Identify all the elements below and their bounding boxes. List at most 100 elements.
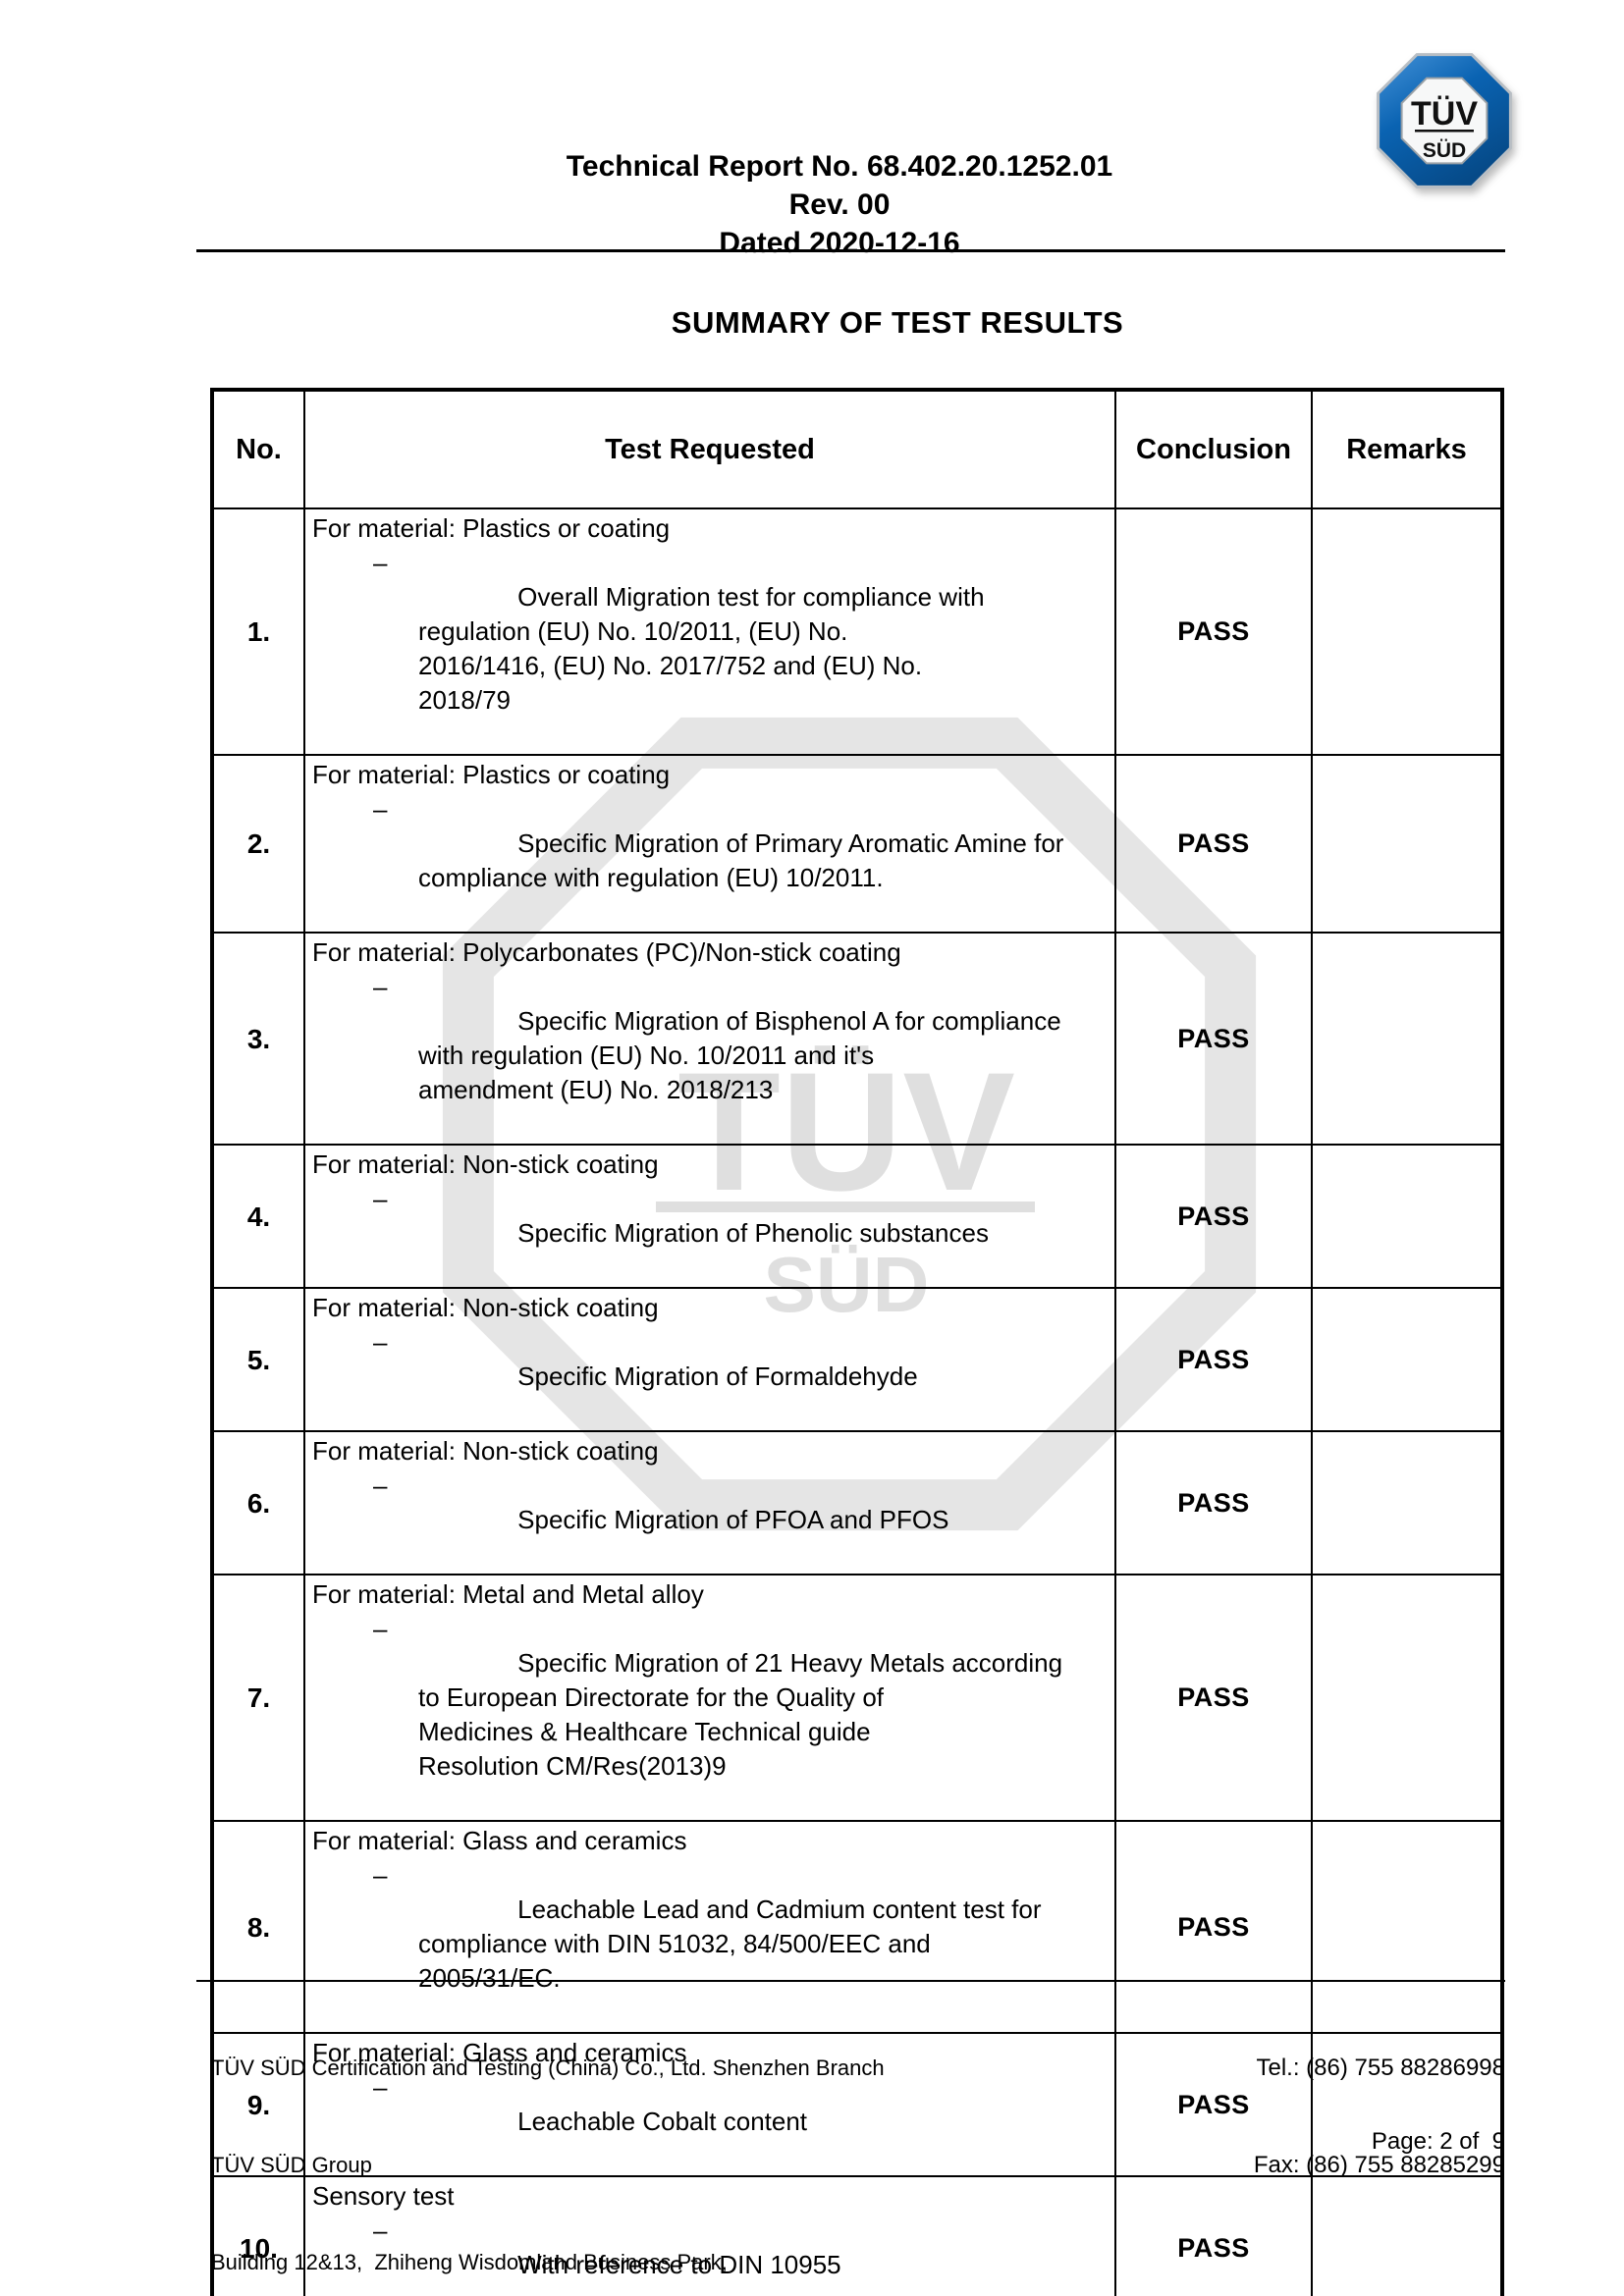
tuv-sud-logo-icon: TÜV SÜD [1377, 53, 1512, 188]
summary-table-container: No. Test Requested Conclusion Remarks 1.… [210, 388, 1504, 2296]
report-header: Technical Report No. 68.402.20.1252.01 R… [196, 147, 1483, 262]
column-header-no: No. [211, 389, 305, 509]
material-line: For material: Non-stick coating [312, 1293, 659, 1322]
row-number: 10. [211, 2175, 305, 2296]
remarks-cell [1311, 507, 1503, 756]
test-detail-text: Overall Migration test for compliance wi… [418, 582, 985, 715]
footer-company-line: TÜV SÜD Certification and Testing (China… [211, 2056, 885, 2080]
page-title: SUMMARY OF TEST RESULTS [671, 305, 1124, 340]
table-row: 8. For material: Glass and ceramics – Lea… [211, 1820, 1503, 2034]
test-requested-cell: For material: Non-stick coating – Specifi… [303, 1287, 1116, 1432]
conclusion-cell: PASS [1114, 1820, 1313, 2034]
footer-fax: Fax: (86) 755 88285299 [1253, 2152, 1505, 2178]
remarks-cell [1311, 2032, 1503, 2177]
test-detail: – Specific Migration of PFOA and PFOS [312, 1468, 1105, 1572]
column-header-remarks: Remarks [1311, 389, 1503, 509]
table-row: 7. For material: Metal and Metal alloy –… [211, 1574, 1503, 1822]
material-line: Sensory test [312, 2181, 455, 2211]
remarks-cell [1311, 932, 1503, 1146]
row-number: 8. [211, 1820, 305, 2034]
test-requested-cell: For material: Glass and ceramics – Leacha… [303, 1820, 1116, 2034]
row-number: 4. [211, 1144, 305, 1289]
test-detail: – Specific Migration of Primary Aromatic … [312, 792, 1105, 930]
page-number: Page: 2 of 9 [1371, 2128, 1505, 2155]
row-number: 2. [211, 754, 305, 934]
table-row: 9. For material: Glass and ceramics – Lea… [211, 2032, 1503, 2177]
conclusion-cell: PASS [1114, 2175, 1313, 2296]
table-row: 3. For material: Polycarbonates (PC)/Non… [211, 932, 1503, 1146]
table-header-row: No. Test Requested Conclusion Remarks [211, 389, 1503, 509]
remarks-cell [1311, 754, 1503, 934]
remarks-cell [1311, 1574, 1503, 1822]
material-line: For material: Plastics or coating [312, 760, 671, 789]
footer-divider-rule [196, 1980, 1505, 1982]
test-detail: – Specific Migration of Formaldehyde [312, 1325, 1105, 1428]
conclusion-cell: PASS [1114, 507, 1313, 756]
material-line: For material: Glass and ceramics [312, 1826, 687, 1855]
footer-tel: Tel.: (86) 755 88286998 [1256, 2055, 1505, 2081]
report-number: Technical Report No. 68.402.20.1252.01 [566, 150, 1113, 183]
conclusion-cell: PASS [1114, 754, 1313, 934]
table-row: 4. For material: Non-stick coating – Spec… [211, 1144, 1503, 1289]
table-row: 2. For material: Plastics or coating – Sp… [211, 754, 1503, 934]
conclusion-cell: PASS [1114, 932, 1313, 1146]
remarks-cell [1311, 1430, 1503, 1575]
material-line: For material: Non-stick coating [312, 1436, 659, 1466]
dash-bullet: – [373, 2072, 388, 2102]
test-detail-text: Specific Migration of 21 Heavy Metals ac… [418, 1648, 1063, 1781]
footer-group-line: TÜV SÜD Group [211, 2153, 372, 2177]
dash-bullet: – [373, 1470, 388, 1500]
header-divider-rule [196, 249, 1505, 252]
table-row: 1. For material: Plastics or coating – Ov… [211, 507, 1503, 756]
logo-tuv-text: TÜV [1411, 95, 1478, 133]
test-detail: – Specific Migration of 21 Heavy Metals a… [312, 1612, 1105, 1818]
test-requested-cell: For material: Polycarbonates (PC)/Non-st… [303, 932, 1116, 1146]
row-number: 1. [211, 507, 305, 756]
material-line: For material: Plastics or coating [312, 513, 671, 543]
row-number: 5. [211, 1287, 305, 1432]
row-number: 7. [211, 1574, 305, 1822]
dash-bullet: – [373, 1327, 388, 1357]
test-detail: – Overall Migration test for compliance w… [312, 546, 1105, 752]
remarks-cell [1311, 2175, 1503, 2296]
dash-bullet: – [373, 1184, 388, 1213]
test-detail-text: Specific Migration of PFOA and PFOS [517, 1505, 949, 1534]
test-requested-cell: For material: Plastics or coating – Speci… [303, 754, 1116, 934]
test-requested-cell: For material: Non-stick coating – Specifi… [303, 1144, 1116, 1289]
remarks-cell [1311, 1820, 1503, 2034]
table-row: 10. Sensory test – With reference to DIN … [211, 2175, 1503, 2296]
test-requested-cell: For material: Metal and Metal alloy – Spe… [303, 1574, 1116, 1822]
row-number: 9. [211, 2032, 305, 2177]
remarks-cell [1311, 1287, 1503, 1432]
conclusion-cell: PASS [1114, 1430, 1313, 1575]
table-row: 5. For material: Non-stick coating – Spec… [211, 1287, 1503, 1432]
footer-building-line: Building 12&13, Zhiheng Wisdomland Busin… [211, 2250, 728, 2274]
conclusion-cell: PASS [1114, 1287, 1313, 1432]
dash-bullet: – [373, 972, 388, 1001]
test-detail: – With reference to DIN 10955 [312, 2214, 1105, 2296]
test-detail-text: Specific Migration of Formaldehyde [517, 1362, 918, 1391]
test-detail-text: Specific Migration of Primary Aromatic A… [418, 828, 1064, 892]
material-line: For material: Polycarbonates (PC)/Non-st… [312, 937, 901, 967]
test-requested-cell: For material: Non-stick coating – Specifi… [303, 1430, 1116, 1575]
material-line: For material: Metal and Metal alloy [312, 1579, 704, 1609]
dash-bullet: – [373, 1614, 388, 1643]
column-header-conclusion: Conclusion [1114, 389, 1313, 509]
logo-divider [1415, 130, 1474, 133]
footer-address-block: TÜV SÜD Certification and Testing (China… [211, 1987, 885, 2296]
logo-sud-text: SÜD [1423, 139, 1466, 162]
conclusion-cell: PASS [1114, 1144, 1313, 1289]
test-detail: – Specific Migration of Phenolic substanc… [312, 1182, 1105, 1285]
dash-bullet: – [373, 794, 388, 824]
column-header-test-requested: Test Requested [303, 389, 1116, 509]
summary-of-test-results-table: No. Test Requested Conclusion Remarks 1.… [210, 388, 1504, 2296]
dash-bullet: – [373, 548, 388, 577]
test-detail: – Leachable Cobalt content [312, 2070, 1105, 2173]
test-detail: – Specific Migration of Bisphenol A for c… [312, 970, 1105, 1142]
report-revision: Rev. 00 [788, 188, 891, 221]
row-number: 6. [211, 1430, 305, 1575]
dash-bullet: – [373, 2216, 388, 2245]
material-line: For material: Glass and ceramics [312, 2038, 687, 2067]
conclusion-cell: PASS [1114, 1574, 1313, 1822]
